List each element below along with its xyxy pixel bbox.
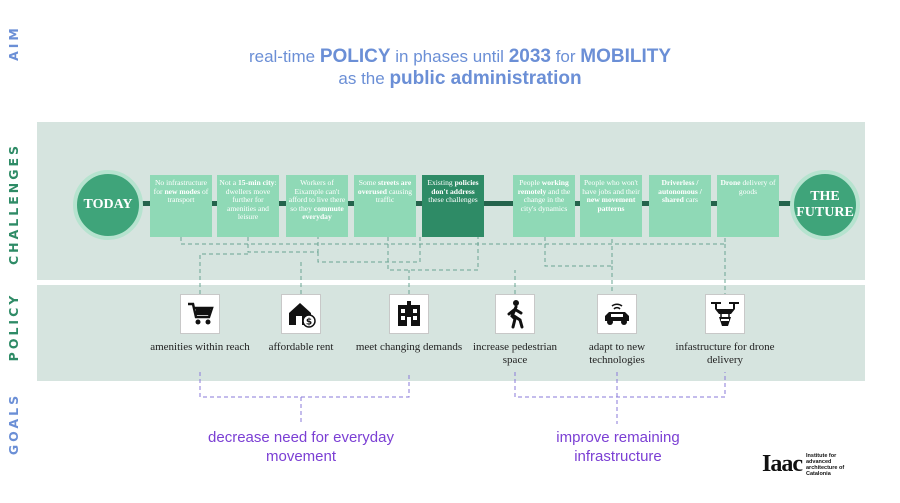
challenge-box: People who won't have jobs and their new… <box>580 175 642 237</box>
aim-statement: real-time POLICY in phases until 2033 fo… <box>248 46 672 89</box>
policy-label: adapt to new technologies <box>588 341 646 366</box>
policy-item: increase pedestrian space <box>460 294 570 367</box>
policy-label: meet changing demands <box>355 341 463 353</box>
policy-label: increase pedestrian space <box>473 341 557 366</box>
challenge-box: People working remotely and the change i… <box>513 175 575 237</box>
challenge-box: Driverless / autonomous / shared cars <box>649 175 711 237</box>
policy-label: infastructure for drone delivery <box>675 341 775 366</box>
policy-item: adapt to new technologies <box>562 294 672 367</box>
house-dollar-icon: $ <box>281 294 321 334</box>
building-icon <box>389 294 429 334</box>
challenge-box: Existing policies don't address these ch… <box>422 175 484 237</box>
autonomous-car-icon <box>597 294 637 334</box>
svg-text:$: $ <box>306 318 312 328</box>
challenge-box: No infrastructure for new modes of trans… <box>150 175 212 237</box>
future-node: THE FUTURE <box>790 170 860 240</box>
iaac-logo: Iaac Institute for advanced architecture… <box>762 451 845 477</box>
challenge-box: Workers of Eixample can't afford to live… <box>286 175 348 237</box>
challenge-box: Some streets are overused causing traffi… <box>354 175 416 237</box>
policy-item: infastructure for drone delivery <box>670 294 780 367</box>
policy-label: affordable rent <box>268 341 334 353</box>
drone-icon <box>705 294 745 334</box>
policy-item: amenities within reach <box>145 294 255 354</box>
policy-item: $ affordable rent <box>246 294 356 354</box>
policy-item: meet changing demands <box>354 294 464 354</box>
today-node: TODAY <box>73 170 143 240</box>
goal-improve-infrastructure: improve remaining infrastructure <box>556 429 680 465</box>
goal-decrease-movement: decrease need for everyday movement <box>208 429 394 465</box>
shopping-cart-icon <box>180 294 220 334</box>
policy-label: amenities within reach <box>150 341 250 353</box>
challenge-box: Not a 15-min city: dwellers move further… <box>217 175 279 237</box>
pedestrian-icon <box>495 294 535 334</box>
challenge-box: Drone delivery of goods <box>717 175 779 237</box>
